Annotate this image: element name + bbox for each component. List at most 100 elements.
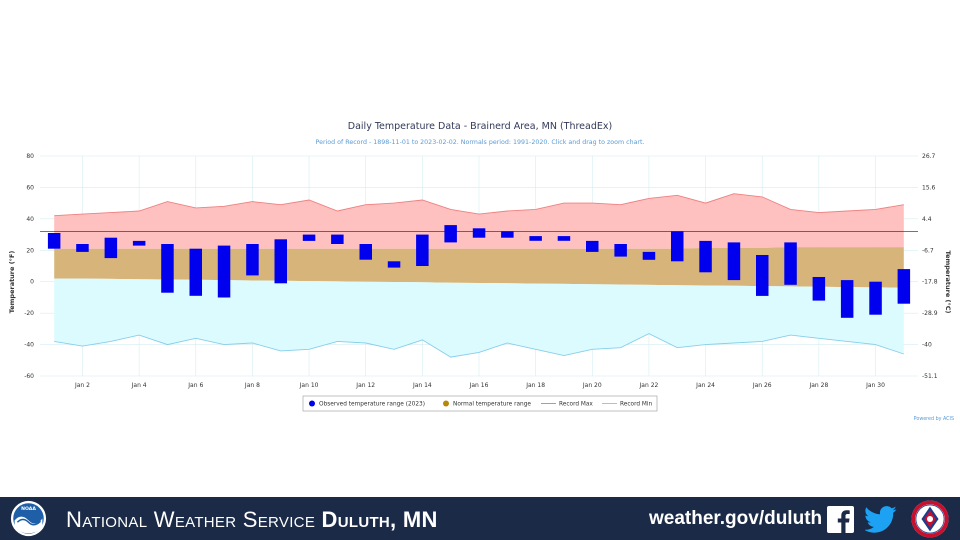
legend-label-record-min: Record Min (620, 402, 652, 408)
observed-bars (47, 225, 911, 318)
x-tick-label: Jan 14 (412, 382, 432, 389)
observed-bar[interactable] (331, 234, 344, 244)
legend-marker-normal (443, 400, 449, 407)
y-tick-label: 80 (26, 153, 34, 160)
observed-bar[interactable] (897, 269, 911, 304)
organization-prefix: National Weather Service (66, 507, 316, 532)
y-tick-label-right: 26.7 (922, 153, 936, 160)
observed-bar[interactable] (671, 231, 684, 262)
y-tick-label: 0 (30, 279, 34, 286)
observed-bar[interactable] (472, 228, 486, 238)
x-tick-label: Jan 22 (639, 382, 659, 389)
legend-marker-observed (309, 400, 315, 407)
observed-bar[interactable] (246, 244, 259, 276)
organization-name: National Weather Service Duluth, MN (66, 507, 438, 533)
observed-bar[interactable] (302, 234, 316, 241)
observed-bar[interactable] (274, 239, 288, 284)
observed-bar[interactable] (132, 240, 146, 246)
y-axis-right: 26.7 15.6 4.4 -6.7 -17.8 -28.9 -40 -51.1 (922, 153, 938, 380)
observed-bar[interactable] (756, 255, 769, 296)
observed-bar[interactable] (161, 244, 174, 293)
observed-bar[interactable] (359, 244, 373, 260)
x-tick-label: Jan 26 (752, 382, 772, 389)
observed-bar[interactable] (76, 244, 89, 252)
observed-bar[interactable] (614, 244, 627, 257)
x-tick-label: Jan 16 (469, 382, 489, 389)
observed-bar[interactable] (387, 261, 401, 268)
y-tick-label: 20 (26, 247, 34, 254)
y-axis-title-right: Temperature (°C) (944, 251, 952, 314)
legend-label-observed: Observed temperature range (2023) (319, 402, 425, 408)
legend-box (302, 395, 658, 412)
y-tick-label-right: -40 (922, 342, 932, 349)
y-tick-label-right: -51.1 (922, 373, 938, 380)
record-min-area (54, 278, 904, 358)
x-tick-label: Jan 12 (355, 382, 375, 389)
legend-item-record-max[interactable]: Record Max (541, 402, 593, 408)
twitter-icon[interactable] (865, 506, 897, 533)
observed-bar[interactable] (586, 240, 599, 252)
y-tick-label: -40 (24, 342, 34, 349)
y-tick-label-right: 15.6 (922, 184, 936, 191)
observed-bar[interactable] (104, 237, 118, 259)
observed-bar[interactable] (642, 251, 656, 260)
x-tick-label: Jan 18 (525, 382, 545, 389)
y-tick-label: 40 (26, 216, 34, 223)
legend[interactable]: Observed temperature range (2023) Normal… (302, 395, 658, 412)
facebook-icon[interactable] (827, 506, 854, 533)
y-tick-label-right: -6.7 (922, 247, 934, 254)
website-link[interactable]: weather.gov/duluth (649, 508, 823, 529)
legend-item-normal[interactable]: Normal temperature range (443, 400, 531, 408)
observed-bar[interactable] (557, 236, 571, 241)
x-tick-label: Jan 20 (582, 382, 602, 389)
observed-bar[interactable] (501, 231, 514, 238)
x-tick-label: Jan 30 (865, 382, 885, 389)
y-axis-title-left: Temperature (°F) (8, 251, 16, 314)
legend-label-record-max: Record Max (559, 402, 593, 408)
footer-banner: NOAA National Weather Service Duluth, MN… (0, 497, 960, 540)
x-tick-label: Jan 24 (695, 382, 715, 389)
noaa-logo: NOAA (10, 500, 47, 537)
observed-bar[interactable] (727, 242, 741, 281)
observed-bar[interactable] (529, 236, 542, 241)
svg-text:NOAA: NOAA (21, 506, 36, 512)
observed-bar[interactable] (47, 233, 61, 249)
record-max-area (54, 193, 904, 249)
y-tick-label-right: 4.4 (922, 216, 932, 223)
legend-item-observed[interactable]: Observed temperature range (2023) (309, 400, 425, 408)
chart-title: Daily Temperature Data - Brainerd Area, … (348, 121, 612, 132)
record-max-line (54, 193, 904, 217)
x-axis: Jan 2 Jan 4 Jan 6 Jan 8 Jan 10 Jan 12 Jan 14 Ja… (74, 382, 885, 389)
y-tick-label-right: -17.8 (922, 279, 938, 286)
x-tick-label: Jan 28 (808, 382, 828, 389)
legend-item-record-min[interactable]: Record Min (602, 402, 652, 408)
range-areas (54, 193, 904, 358)
record-min-line (54, 333, 904, 358)
chart-subtitle: Period of Record - 1898-11-01 to 2023-02… (316, 139, 645, 146)
observed-bar[interactable] (416, 234, 429, 266)
x-tick-label: Jan 2 (74, 382, 90, 389)
legend-label-normal: Normal temperature range (453, 402, 531, 408)
observed-bar[interactable] (812, 277, 826, 301)
y-tick-label: 60 (26, 184, 34, 191)
observed-bar[interactable] (699, 240, 712, 273)
y-tick-label: -20 (24, 310, 34, 317)
x-tick-label: Jan 8 (244, 382, 260, 389)
observed-bar[interactable] (444, 225, 457, 243)
observed-bar[interactable] (869, 281, 882, 315)
normal-range-area (54, 247, 904, 288)
observed-bar[interactable] (840, 280, 854, 318)
y-tick-label: -60 (24, 373, 34, 380)
observed-bar[interactable] (784, 242, 797, 285)
credit-text: Powered by ACIS (914, 416, 954, 422)
office-name: Duluth, MN (321, 507, 438, 532)
x-tick-label: Jan 6 (187, 382, 203, 389)
nws-logo (911, 500, 949, 538)
chart-svg: Daily Temperature Data - Brainerd Area, … (8, 121, 954, 422)
temperature-chart[interactable]: Daily Temperature Data - Brainerd Area, … (0, 110, 960, 430)
y-axis-left: 80 60 40 20 0 -20 -40 -60 (24, 153, 34, 380)
y-tick-label-right: -28.9 (922, 310, 938, 317)
x-tick-label: Jan 4 (131, 382, 147, 389)
observed-bar[interactable] (189, 248, 203, 296)
observed-bar[interactable] (217, 245, 231, 298)
